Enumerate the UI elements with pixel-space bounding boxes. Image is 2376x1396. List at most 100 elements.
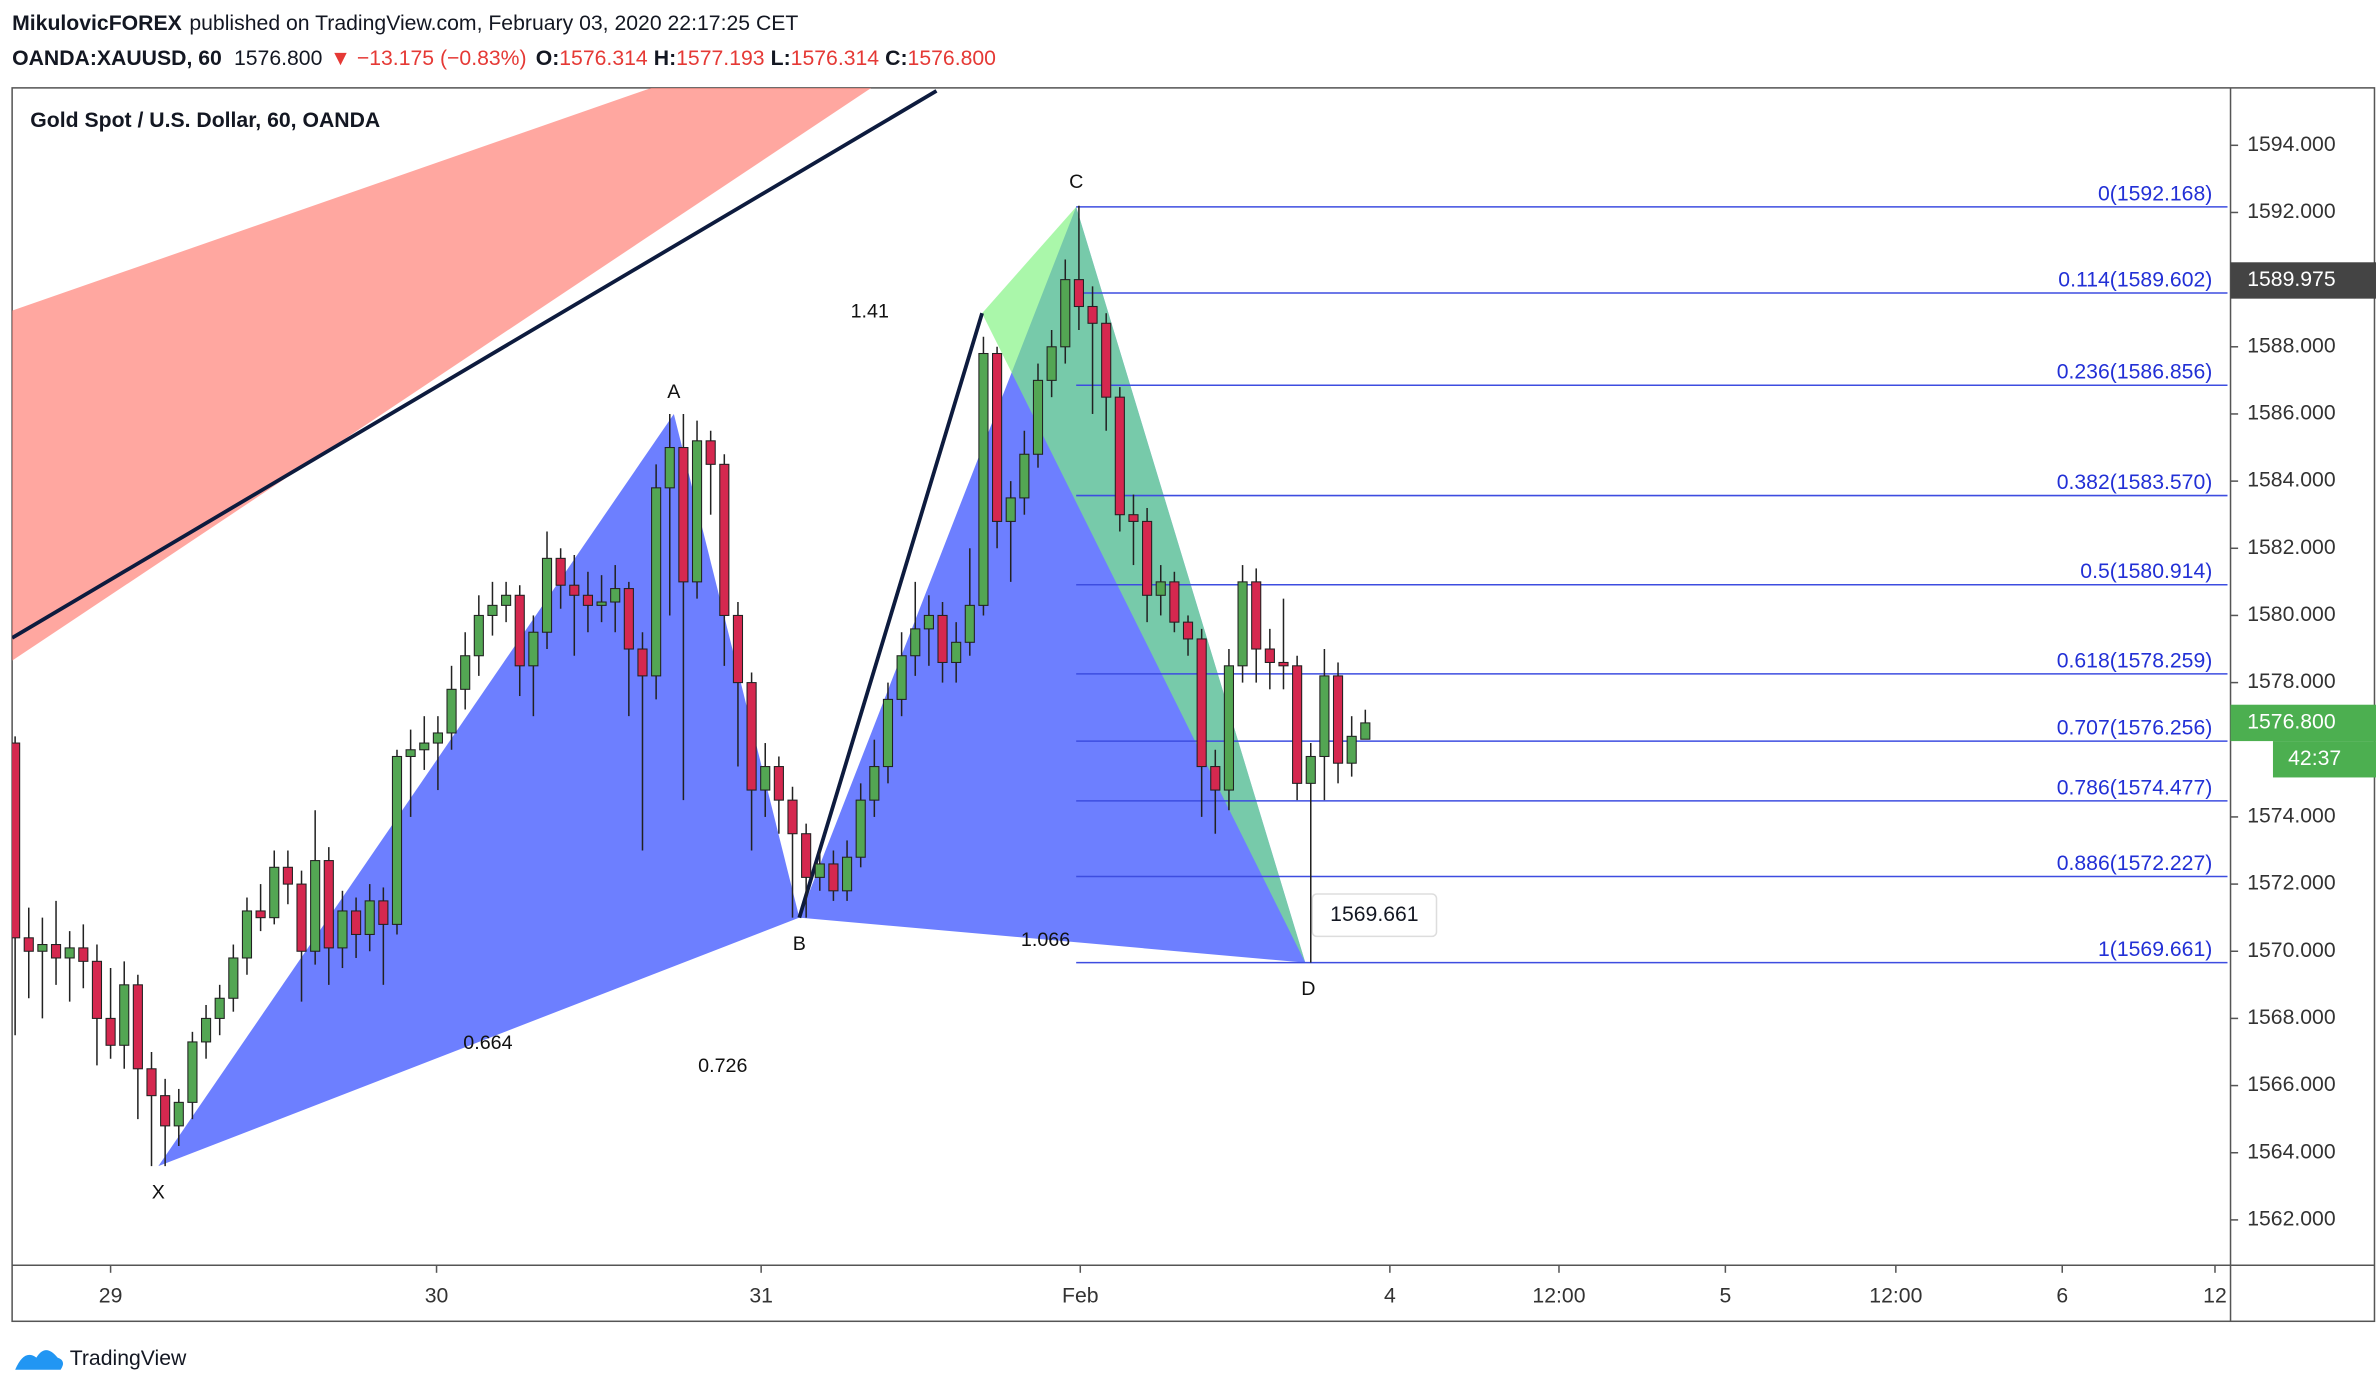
candle-body — [1046, 346, 1057, 381]
low: 1576.314 — [791, 47, 880, 70]
fib-label: 0.618(1578.259) — [2057, 649, 2213, 672]
candle-body — [50, 944, 62, 959]
candle-body — [432, 732, 443, 744]
x-tick-label: Feb — [1062, 1285, 1099, 1308]
candle-body — [773, 766, 784, 801]
candle-body — [1073, 279, 1084, 308]
pattern-point-label: X — [152, 1182, 165, 1204]
candle-body — [582, 594, 594, 606]
brand: TradingView — [70, 1347, 187, 1370]
y-tick-label: 1562.000 — [2247, 1208, 2335, 1231]
candle-body — [91, 960, 103, 1019]
x-tick-label: 30 — [425, 1285, 449, 1308]
bcd-triangle — [799, 206, 1306, 963]
candle-body — [1346, 735, 1357, 764]
symbol: OANDA:XAUUSD, 60 — [12, 47, 222, 70]
candle-body — [351, 910, 362, 935]
candle-body — [1155, 581, 1166, 596]
pattern-point-label: A — [667, 381, 681, 403]
y-tick-label: 1566.000 — [2247, 1073, 2335, 1096]
candle-body — [910, 628, 921, 657]
h-label: H: — [654, 47, 676, 70]
fib-label: 0.382(1583.570) — [2057, 471, 2213, 494]
header-line-1: MikulovicFOREX published on TradingView.c… — [12, 12, 798, 35]
y-tick-label: 1588.000 — [2247, 334, 2335, 357]
y-tick-label: 1572.000 — [2247, 872, 2335, 895]
candle-body — [1182, 621, 1194, 640]
x-tick-label: 5 — [1719, 1285, 1731, 1308]
ab-extension-line — [797, 312, 984, 919]
candle-body — [664, 447, 675, 489]
candle-body — [405, 749, 416, 758]
candle-body — [1114, 396, 1125, 516]
countdown-box — [2272, 741, 2376, 778]
candle-body — [419, 742, 430, 751]
x-tick-label: 29 — [99, 1285, 123, 1308]
fib-label: 0.886(1572.227) — [2057, 852, 2213, 875]
candle-body — [255, 910, 266, 919]
countdown: 42:37 — [2288, 747, 2341, 770]
c-label: C: — [885, 47, 907, 70]
candle-body — [446, 688, 457, 734]
candle-body — [1278, 661, 1289, 667]
fib-label: 0.114(1589.602) — [2058, 268, 2212, 291]
candle-body — [678, 447, 689, 583]
candle-body — [569, 584, 580, 596]
candle-body — [814, 863, 825, 878]
candle-body — [691, 440, 703, 583]
candle-body — [1196, 638, 1207, 768]
y-tick-label: 1594.000 — [2247, 133, 2335, 156]
x-tick-label: 12:00 — [1532, 1285, 1585, 1308]
candle-body — [1360, 722, 1371, 740]
fib-label: 0.786(1574.477) — [2057, 776, 2213, 799]
candle-body — [228, 957, 239, 999]
candle-body — [378, 900, 389, 925]
candle-body — [746, 682, 757, 791]
candle-body — [64, 947, 75, 959]
ratio-label: 1.066 — [1021, 929, 1070, 951]
candle-body — [787, 799, 798, 835]
candle-body — [282, 866, 293, 885]
candle-body — [269, 866, 280, 919]
x-tick-label: 12:00 — [1869, 1285, 1922, 1308]
ratio-label: 0.726 — [698, 1055, 747, 1077]
price-tag: 1576.800 — [2247, 711, 2335, 734]
candle-body — [1292, 665, 1303, 784]
trend-line — [12, 89, 938, 640]
candle-body — [1032, 379, 1044, 455]
ratio-label: 1.41 — [851, 300, 889, 322]
candle-body — [1210, 766, 1221, 791]
candle-body — [37, 944, 48, 952]
candle-body — [296, 883, 307, 952]
close: 1576.800 — [908, 47, 996, 70]
y-tick-label: 1564.000 — [2247, 1140, 2335, 1163]
candle-body — [555, 557, 566, 586]
candle-body — [501, 594, 512, 606]
high: 1577.193 — [676, 47, 764, 70]
x-tick-label: 31 — [749, 1285, 773, 1308]
y-tick-label: 1578.000 — [2247, 670, 2335, 693]
candle-body — [310, 860, 321, 952]
candle-body — [1319, 675, 1330, 758]
candle-body — [923, 614, 934, 630]
candle-body — [1169, 581, 1180, 623]
candle-body — [1101, 322, 1112, 398]
candle-body — [200, 1017, 212, 1043]
pattern-point-label: D — [1301, 978, 1315, 1000]
candle-body — [828, 863, 839, 892]
candle-body — [841, 856, 853, 892]
candle-body — [78, 947, 89, 962]
candle-body — [1264, 648, 1275, 663]
fib-label: 1(1569.661) — [2098, 938, 2212, 961]
ratio-label: 0.664 — [463, 1032, 512, 1054]
candle-body — [1087, 305, 1098, 324]
candle-body — [105, 1017, 116, 1046]
candle-body — [719, 463, 730, 616]
candle-body — [732, 614, 744, 684]
x-tick-label: 12 — [2203, 1285, 2227, 1308]
fib-label: 0.236(1586.856) — [2057, 361, 2213, 384]
candle-body — [514, 594, 525, 667]
candle-body — [978, 352, 989, 606]
candle-body — [241, 910, 253, 959]
